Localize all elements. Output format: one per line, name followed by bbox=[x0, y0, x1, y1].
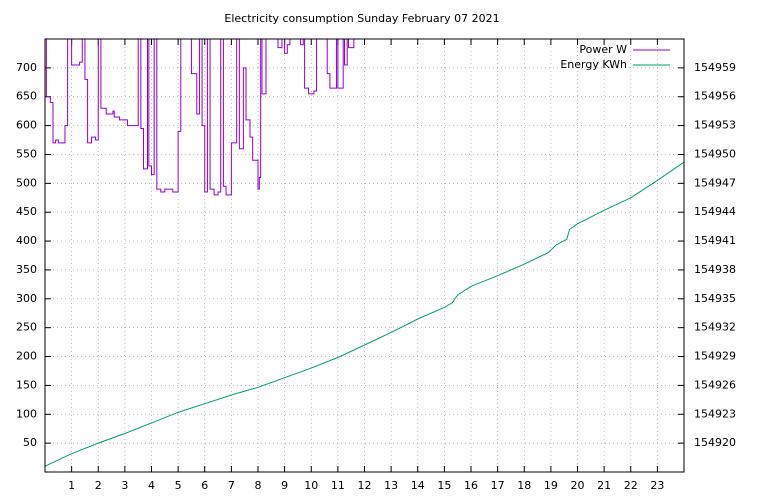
y-tick-label: 150 bbox=[16, 378, 37, 391]
x-tick-label: 23 bbox=[650, 479, 664, 492]
y-tick-label: 350 bbox=[16, 263, 37, 276]
legend-label: Power W bbox=[579, 43, 627, 56]
x-tick-label: 7 bbox=[228, 479, 235, 492]
y2-tick-label: 154950 bbox=[694, 147, 736, 160]
x-tick-label: 15 bbox=[437, 479, 451, 492]
y-tick-label: 500 bbox=[16, 176, 37, 189]
y2-tick-label: 154938 bbox=[694, 263, 736, 276]
y2-tick-label: 154953 bbox=[694, 119, 736, 132]
x-tick-label: 13 bbox=[384, 479, 398, 492]
y-tick-label: 50 bbox=[23, 436, 37, 449]
x-tick-label: 20 bbox=[571, 479, 585, 492]
y-tick-label: 600 bbox=[16, 119, 37, 132]
x-tick-label: 3 bbox=[121, 479, 128, 492]
plot-border bbox=[44, 38, 685, 473]
series-line bbox=[45, 39, 355, 196]
x-tick-label: 5 bbox=[175, 479, 182, 492]
y-tick-label: 250 bbox=[16, 321, 37, 334]
chart-title: Electricity consumption Sunday February … bbox=[224, 12, 499, 25]
y-tick-label: 550 bbox=[16, 147, 37, 160]
x-tick-label: 16 bbox=[464, 479, 478, 492]
y-tick-label: 650 bbox=[16, 90, 37, 103]
x-tick-label: 10 bbox=[304, 479, 318, 492]
x-tick-label: 4 bbox=[148, 479, 155, 492]
x-tick-label: 2 bbox=[95, 479, 102, 492]
y2-tick-label: 154920 bbox=[694, 436, 736, 449]
y2-tick-label: 154935 bbox=[694, 292, 736, 305]
y2-tick-label: 154944 bbox=[694, 205, 736, 218]
y2-tick-label: 154932 bbox=[694, 321, 736, 334]
x-tick-label: 9 bbox=[281, 479, 288, 492]
y-tick-label: 100 bbox=[16, 407, 37, 420]
x-tick-label: 8 bbox=[255, 479, 262, 492]
y2-tick-label: 154947 bbox=[694, 176, 736, 189]
y2-tick-label: 154941 bbox=[694, 234, 736, 247]
y-tick-label: 300 bbox=[16, 292, 37, 305]
x-tick-label: 18 bbox=[517, 479, 531, 492]
y-tick-label: 450 bbox=[16, 205, 37, 218]
y-tick-label: 400 bbox=[16, 234, 37, 247]
x-tick-label: 19 bbox=[544, 479, 558, 492]
x-tick-label: 12 bbox=[358, 479, 372, 492]
x-tick-label: 17 bbox=[491, 479, 505, 492]
x-tick-label: 6 bbox=[201, 479, 208, 492]
y-tick-label: 200 bbox=[16, 350, 37, 363]
x-tick-label: 22 bbox=[624, 479, 638, 492]
plot-area bbox=[45, 39, 684, 467]
y2-tick-label: 154929 bbox=[694, 350, 736, 363]
x-tick-label: 1 bbox=[68, 479, 75, 492]
y2-tick-label: 154926 bbox=[694, 378, 736, 391]
x-tick-label: 21 bbox=[597, 479, 611, 492]
y-tick-label: 700 bbox=[16, 61, 37, 74]
y2-tick-label: 154956 bbox=[694, 90, 736, 103]
y2-tick-label: 154959 bbox=[694, 61, 736, 74]
y2-tick-label: 154923 bbox=[694, 407, 736, 420]
x-tick-label: 11 bbox=[331, 479, 345, 492]
legend-label: Energy KWh bbox=[560, 58, 627, 71]
x-tick-label: 14 bbox=[411, 479, 425, 492]
series-line bbox=[45, 161, 684, 467]
